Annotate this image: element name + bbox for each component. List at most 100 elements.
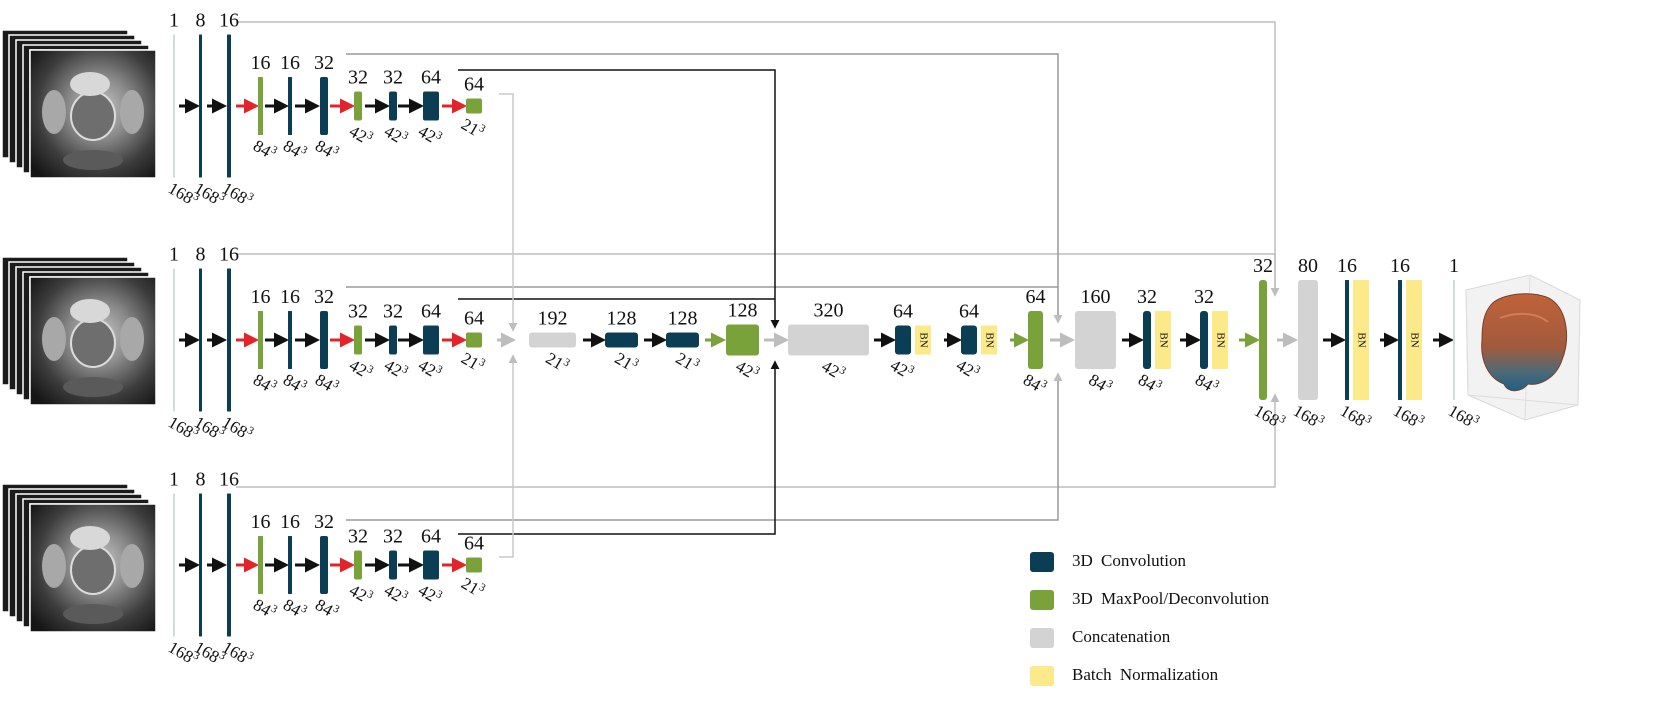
- size-label: 843: [250, 135, 280, 164]
- channel-label: 192: [538, 308, 568, 330]
- size-label: 1683: [1390, 400, 1427, 433]
- channel-label: 64: [421, 301, 441, 323]
- skip-line-84-top: [346, 53, 1063, 324]
- size-label: 1683: [1445, 400, 1482, 433]
- channel-label: 1: [169, 244, 179, 266]
- size-label: 843: [280, 369, 310, 398]
- conv-block: [320, 536, 328, 594]
- pool-block: [258, 311, 263, 369]
- batchnorm-block: [1212, 311, 1228, 369]
- size-label: 423: [381, 355, 411, 384]
- batchnorm-block: [981, 325, 997, 355]
- channel-label: 64: [1026, 286, 1046, 308]
- skip-line-42-top: [458, 69, 780, 329]
- skip-line-168-mid: [236, 253, 1276, 295]
- channel-label: 32: [383, 301, 403, 323]
- size-label: 423: [953, 355, 983, 384]
- batchnorm-block: [1155, 311, 1171, 369]
- conv-block: [666, 332, 699, 348]
- channel-label: 8: [196, 469, 206, 491]
- size-label: 423: [887, 355, 917, 384]
- legend-swatch-pool: [1030, 590, 1054, 610]
- channel-label: 32: [314, 286, 334, 308]
- size-label: 1683: [1290, 400, 1327, 433]
- conv-block: [320, 311, 328, 369]
- conv-block: [199, 34, 202, 178]
- conv-block: [389, 325, 397, 355]
- mri-slice-stack-icon: [1, 256, 157, 406]
- size-label: 1683: [219, 412, 256, 445]
- size-label: 843: [1086, 369, 1116, 398]
- conv-block: [320, 77, 328, 135]
- pool-block: [354, 91, 362, 121]
- size-label: 423: [381, 121, 411, 150]
- pool-block: [258, 77, 263, 135]
- concat-block: [1075, 311, 1116, 369]
- conv-block: [199, 493, 202, 637]
- legend-label: 3D Convolution: [1072, 551, 1187, 570]
- channel-label: 8: [196, 244, 206, 266]
- size-label: 423: [733, 356, 763, 385]
- input-channel-bar: [173, 268, 175, 412]
- deconv-block: [726, 324, 759, 356]
- conv-block: [389, 550, 397, 580]
- channel-label: 32: [314, 52, 334, 74]
- conv-block: [1398, 280, 1402, 400]
- channel-label: 16: [280, 511, 300, 533]
- size-label: 423: [346, 580, 376, 609]
- channel-label: 32: [383, 67, 403, 89]
- size-label: 213: [458, 573, 488, 602]
- size-label: 843: [280, 594, 310, 623]
- conv-block: [227, 34, 231, 178]
- size-label: 1683: [1337, 400, 1374, 433]
- batchnorm-block: [1353, 280, 1369, 400]
- channel-label: 32: [1253, 255, 1273, 277]
- channel-label: 64: [421, 67, 441, 89]
- size-label: 213: [458, 348, 488, 377]
- conv-block: [288, 311, 292, 369]
- channel-label: 128: [607, 308, 637, 330]
- pool-block: [466, 332, 482, 348]
- batchnorm-block: [1406, 280, 1422, 400]
- deconv-block: [1259, 280, 1267, 400]
- channel-label: 80: [1298, 255, 1318, 277]
- mri-slice-stack-icon: [1, 483, 157, 633]
- channel-label: 64: [959, 301, 979, 323]
- channel-label: 64: [893, 301, 913, 323]
- size-label: 1683: [219, 178, 256, 211]
- channel-label: 16: [251, 511, 271, 533]
- conv-block: [227, 493, 231, 637]
- channel-label: 16: [251, 52, 271, 74]
- channel-label: 16: [280, 286, 300, 308]
- channel-label: 32: [1194, 286, 1214, 308]
- channel-label: 8: [196, 10, 206, 32]
- channel-label: 16: [1337, 255, 1357, 277]
- concat-block: [1298, 280, 1318, 400]
- channel-label: 16: [280, 52, 300, 74]
- channel-label: 32: [348, 526, 368, 548]
- pool-block: [258, 536, 263, 594]
- conv-block: [895, 325, 911, 355]
- deconv-block: [1028, 311, 1043, 369]
- size-label: 423: [346, 355, 376, 384]
- conv-block: [199, 268, 202, 412]
- conv-block: [389, 91, 397, 121]
- output-3d-render-icon: [1465, 274, 1581, 421]
- input-channel-bar: [173, 493, 175, 637]
- size-label: 843: [312, 594, 342, 623]
- size-label: 423: [819, 356, 849, 385]
- mri-slice-stack-icon: [1, 29, 157, 179]
- size-label: 843: [1192, 369, 1222, 398]
- conv-block: [227, 268, 231, 412]
- legend-swatch-batch-normalization: [1030, 666, 1054, 686]
- size-label: 843: [250, 369, 280, 398]
- channel-label: 32: [348, 301, 368, 323]
- concat-block: [529, 332, 576, 348]
- size-label: 423: [346, 121, 376, 150]
- skip-line-84-bot: [346, 372, 1063, 521]
- skip-line-21-top: [499, 93, 518, 332]
- legend-label: Batch Normalization: [1072, 665, 1219, 684]
- channel-label: 64: [464, 74, 484, 96]
- size-label: 843: [1135, 369, 1165, 398]
